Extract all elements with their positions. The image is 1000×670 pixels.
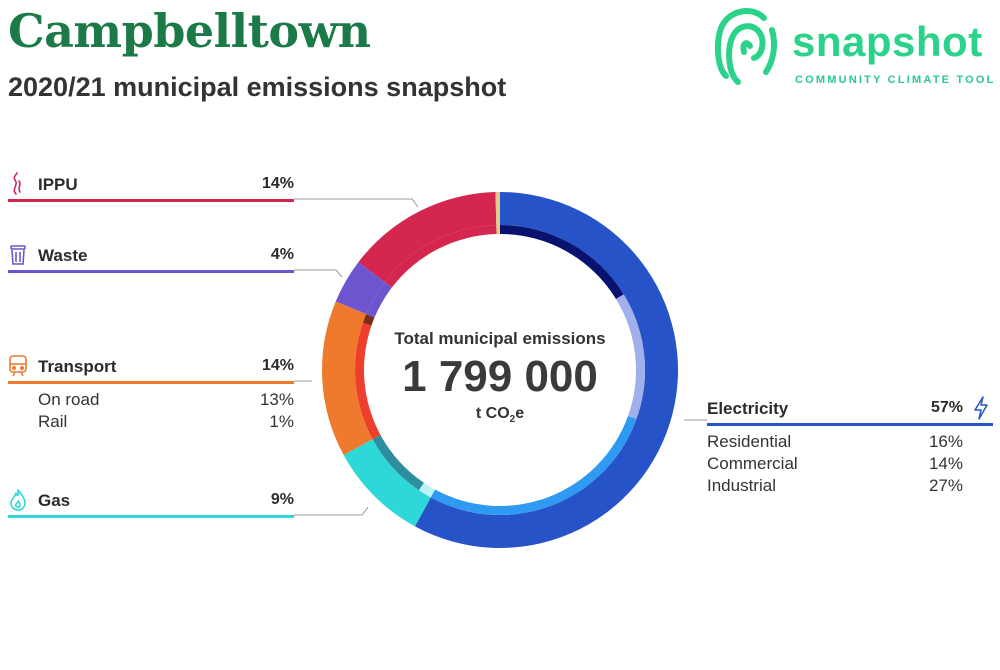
leader-line-waste [294,269,343,278]
outer-slice-gas [343,439,431,527]
legend-transport-sub-rail: Rail 1% [8,412,294,434]
train-icon [9,355,27,377]
legend-waste-underline [8,270,294,273]
inner-slice-waste [366,282,392,318]
legend-ippu: IPPU 14% [8,172,294,202]
donut-center-unit: t CO2e [370,405,630,425]
legend-gas-label: Gas [38,491,71,510]
legend-gas-underline [8,515,294,518]
legend-gas-value: 9% [270,491,294,508]
legend-waste-label: Waste [38,246,88,265]
sub-label: Residential [707,432,792,451]
flame-icon [10,489,26,511]
donut-center-label: Total municipal emissions [394,329,606,348]
unit-suffix: e [515,405,525,422]
outer-slice-electricity [414,192,678,548]
outer-slice-transport [322,301,373,456]
sub-label: On road [38,390,100,409]
sub-label: Rail [38,412,68,431]
legend-electricity: Electricity 57% Residential 16% Commerci… [707,396,993,498]
legend-electricity-sub-industrial: Industrial 27% [707,476,993,498]
inner-slice-commercial [616,294,645,420]
leader-line-gas [294,506,369,516]
outer-slice-ippu [358,192,497,283]
inner-slice-residential [500,225,624,300]
brand-tagline: COMMUNITY CLIMATE TOOL [795,74,996,86]
brand-name: snapshot [792,18,983,65]
page-title: Campbelltown [8,4,371,58]
legend-transport-sub-onroad: On road 13% [8,390,294,412]
inner-slice-gas-a [418,482,436,498]
legend-electricity-underline [707,423,993,426]
outer-slice-waste [335,262,385,315]
legend-gas: Gas 9% [8,488,294,518]
legend-electricity-value: 57% [930,399,963,416]
legend-transport-value: 14% [261,357,294,374]
legend-ippu-underline [8,199,294,202]
legend-ippu-label: IPPU [38,175,78,194]
sub-value: 13% [259,390,294,409]
sub-value: 27% [928,476,963,495]
legend-electricity-label: Electricity [707,399,789,418]
page-subtitle: 2020/21 municipal emissions snapshot [8,72,507,102]
sub-label: Industrial [707,476,776,495]
sub-value: 1% [269,412,294,431]
donut-center-total: 1 799 000 [402,352,598,401]
trash-bin-icon [10,245,26,265]
inner-slice-other [496,225,500,235]
legend-transport-underline [8,381,294,384]
sub-label: Commercial [707,454,798,473]
legend-electricity-sub-commercial: Commercial 14% [707,454,993,476]
factory-smoke-icon [13,172,21,195]
leader-line-ippu [294,198,419,208]
inner-slice-on-road [355,322,381,440]
unit-prefix: t CO [475,405,510,422]
fingerprint-spiral-icon [714,8,777,85]
lightning-bolt-icon [974,396,988,420]
legend-ippu-value: 14% [261,175,294,192]
legend-transport-label: Transport [38,357,117,376]
outer-slice-other [495,192,500,226]
legend-electricity-sub-residential: Residential 16% [707,432,993,454]
sub-value: 16% [928,432,963,451]
inner-slice-industrial [430,415,637,515]
legend-waste-value: 4% [270,246,294,263]
inner-slice-rail [362,314,375,326]
legend-waste: Waste 4% [8,243,294,273]
inner-slice-ippu [384,225,497,288]
sub-value: 14% [928,454,963,473]
unit-subscript: 2 [509,414,516,426]
legend-transport: Transport 14% On road 13% Rail 1% [8,354,294,434]
inner-slice-gas-b [372,434,424,491]
